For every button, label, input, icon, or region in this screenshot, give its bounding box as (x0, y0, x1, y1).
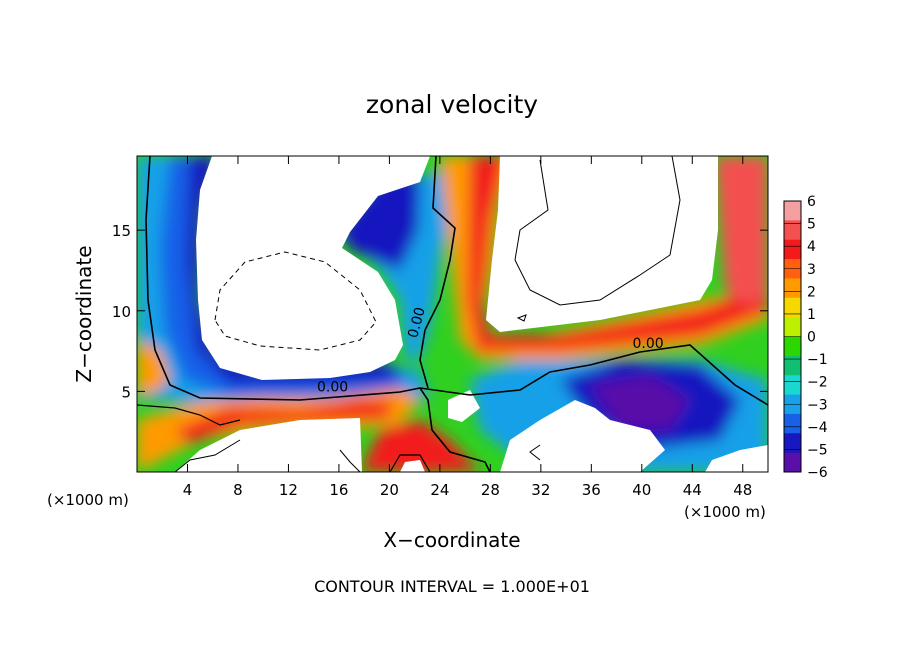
colorbar-label: 3 (807, 262, 816, 278)
x-tick-label: 44 (683, 481, 702, 499)
colorbar-label: 6 (807, 194, 816, 210)
x-tick-label: 32 (531, 481, 550, 499)
chart-title: zonal velocity (366, 90, 538, 119)
colorbar-swatch (784, 239, 801, 260)
x-tick-label: 24 (430, 481, 449, 499)
x-tick-label: 8 (233, 481, 243, 499)
x-tick-label: 48 (733, 481, 752, 499)
colorbar-label: 5 (807, 217, 816, 233)
colorbar: 6 5 4 3 2 1 0 −1 −2 −3 −4 −5 −6 (783, 194, 828, 481)
colorbar-label: 4 (807, 239, 816, 255)
x-tick-label: 40 (632, 481, 651, 499)
colorbar-swatch (784, 317, 801, 337)
colorbar-swatch (784, 336, 801, 357)
colorbar-swatch (784, 413, 801, 434)
x-axis-label: X−coordinate (383, 528, 520, 552)
colorbar-swatch (784, 355, 801, 376)
x-tick-label: 4 (183, 481, 193, 499)
contour-interval-footer: CONTOUR INTERVAL = 1.000E+01 (314, 577, 590, 596)
plot-frame (136, 155, 769, 473)
colorbar-label: −4 (807, 420, 828, 436)
colorbar-label: −6 (807, 465, 828, 481)
colorbar-label: −1 (807, 352, 828, 368)
x-tick-label: 28 (481, 481, 500, 499)
colorbar-swatch (784, 297, 801, 318)
colorbar-swatch (784, 201, 801, 221)
colorbar-label: −3 (807, 397, 828, 413)
colorbar-swatch (784, 375, 801, 396)
colorbar-swatch (784, 220, 801, 241)
colorbar-swatch (784, 278, 801, 299)
x-tick-label: 36 (582, 481, 601, 499)
colorbar-label: −2 (807, 375, 828, 391)
contour-lines (137, 156, 768, 472)
colorbar-label: 2 (807, 284, 816, 300)
x-unit-right: (×1000 m) (684, 503, 766, 521)
colorbar-label: −5 (807, 442, 828, 458)
white-regions (175, 156, 768, 472)
colorbar-swatch (784, 452, 801, 473)
y-axis-label: Z−coordinate (72, 245, 96, 382)
colorbar-label: 0 (807, 330, 816, 346)
x-tick-label: 20 (380, 481, 399, 499)
contour-label: 0.00 (633, 336, 664, 352)
y-tick-label: 5 (121, 383, 131, 401)
contour-label: 0.00 (405, 306, 429, 340)
y-axis-ticks: 5 10 15 (112, 222, 768, 401)
x-unit-left: (×1000 m) (47, 491, 129, 509)
y-tick-label: 10 (112, 303, 131, 321)
colorbar-swatch (784, 433, 801, 454)
velocity-field: 0.00 0.00 0.00 (137, 156, 768, 472)
x-tick-label: 16 (329, 481, 348, 499)
colorbar-label: 1 (807, 307, 816, 323)
x-tick-label: 12 (279, 481, 298, 499)
y-tick-label: 15 (112, 222, 131, 240)
contour-label: 0.00 (317, 379, 348, 395)
contour-labels: 0.00 0.00 0.00 (317, 306, 664, 396)
x-axis-ticks: 4 8 12 16 20 24 28 32 36 40 44 48 (183, 156, 752, 499)
